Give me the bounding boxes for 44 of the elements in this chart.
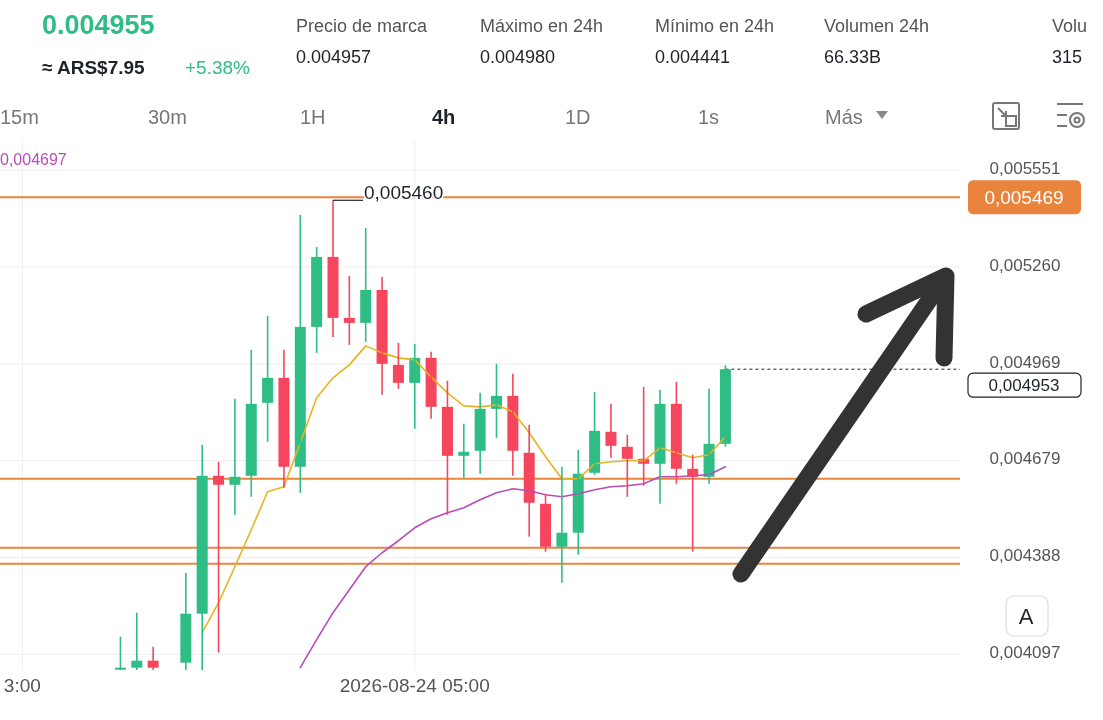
candlestick xyxy=(213,461,225,654)
candlestick xyxy=(441,380,453,516)
text: +5.38% xyxy=(185,57,251,78)
text: 1D xyxy=(565,106,591,128)
y-tick-label: 0,004388 xyxy=(989,546,1061,566)
text: 4h xyxy=(432,106,456,128)
text: 1s xyxy=(698,106,720,128)
y-tick-label: 0,005551 xyxy=(989,158,1061,178)
text: Volumen 24h xyxy=(824,16,930,36)
ref-line-label: 0,004953 xyxy=(988,376,1060,396)
candlestick xyxy=(114,635,126,670)
candlestick xyxy=(540,492,552,553)
candlestick xyxy=(621,434,633,498)
ref-line-label: 0,005469 xyxy=(984,186,1064,208)
text: 30m xyxy=(148,106,187,128)
candlestick xyxy=(343,275,355,346)
candlestick xyxy=(392,342,404,390)
x-tick-label: 2026-08-24 05:00 xyxy=(339,675,490,696)
text: Precio de marca xyxy=(296,16,429,36)
text: Máximo en 24h xyxy=(480,16,604,36)
text: 315 xyxy=(1052,47,1083,67)
y-tick-label: 0,004097 xyxy=(989,643,1061,663)
y-tick-label: 0,004679 xyxy=(989,449,1061,469)
y-tick-label: 0,004969 xyxy=(989,352,1061,372)
annotation: 0,004697 xyxy=(0,151,67,168)
text: 66.33B xyxy=(824,47,882,67)
candlestick xyxy=(311,246,323,354)
text: 15m xyxy=(0,106,39,128)
text: ≈ ARS$7.95 xyxy=(42,57,146,78)
text: 0.004441 xyxy=(655,47,731,67)
text: 1H xyxy=(300,106,326,128)
text: 0.004980 xyxy=(480,47,556,67)
text: Más xyxy=(825,106,863,128)
text: A xyxy=(1018,604,1034,629)
x-tick-label: 3:00 xyxy=(3,675,41,696)
y-tick-label: 0,005260 xyxy=(989,255,1061,275)
candlestick xyxy=(262,315,274,443)
text: 0.004957 xyxy=(296,47,372,67)
text: Volu xyxy=(1052,16,1088,36)
candlestick xyxy=(719,364,731,448)
text: 0.004955 xyxy=(42,10,155,40)
text: Mínimo en 24h xyxy=(655,16,775,36)
line-series xyxy=(201,345,727,634)
line-series xyxy=(299,465,727,669)
